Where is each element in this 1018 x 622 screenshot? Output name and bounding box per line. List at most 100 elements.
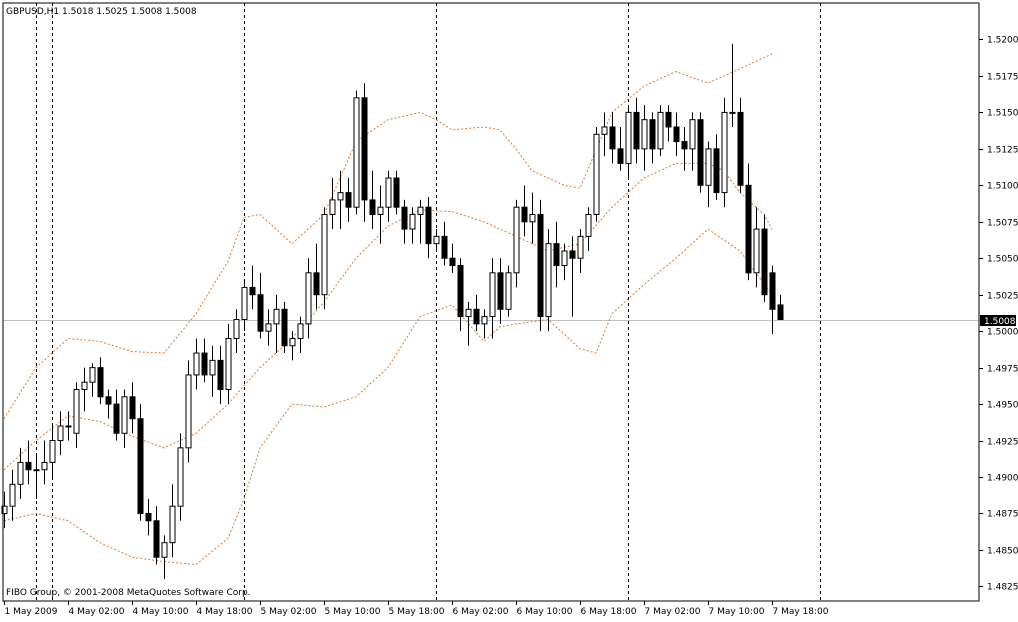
candle-body-bull (73, 389, 80, 434)
candle-body-bull (625, 111, 632, 164)
candle-body-bull (233, 319, 240, 339)
candle (193, 338, 200, 390)
candle-body-bull (41, 461, 48, 471)
candle (649, 112, 656, 164)
candle-body-bull (353, 97, 360, 208)
price-tick-label: 1.5200 (987, 36, 1018, 46)
candle-body-bull (225, 337, 232, 391)
candle (481, 309, 488, 339)
candle (737, 97, 744, 193)
candle (329, 178, 336, 230)
candle-body-bear (649, 119, 656, 150)
candle (561, 243, 568, 281)
candle (537, 199, 544, 332)
candle-body-bull (65, 425, 72, 428)
time-tick-label: 5 May 02:00 (261, 607, 317, 617)
time-tick-label: 4 May 10:00 (133, 607, 189, 617)
candle (697, 112, 704, 193)
time-tick-label: 7 May 18:00 (773, 607, 829, 617)
candle-body-bear (473, 308, 480, 325)
candle-body-bull (209, 359, 216, 376)
candle-body-bull (265, 323, 272, 332)
candle-body-bear (665, 111, 672, 128)
candle (305, 258, 312, 339)
candle-body-bull (49, 440, 56, 463)
candle-body-bull (529, 213, 536, 223)
symbol-header: GBPUSD,H1 1.5018 1.5025 1.5008 1.5008 (6, 7, 197, 17)
candle (321, 207, 328, 310)
candle-body-bull (489, 272, 496, 318)
candle (617, 126, 624, 171)
candle (233, 309, 240, 354)
candle (257, 272, 264, 339)
candle (401, 199, 408, 244)
candle (777, 294, 784, 321)
candle-body-bear (369, 199, 376, 215)
candle (121, 389, 128, 448)
candle-body-bull (505, 272, 512, 310)
candle-body-bear (777, 304, 784, 321)
candle-body-bull (1, 505, 8, 514)
price-tick-label: 1.4900 (987, 474, 1018, 484)
candle-body-bear (281, 308, 288, 347)
candle (609, 112, 616, 164)
candle-body-bull (417, 206, 424, 215)
candle (161, 535, 168, 580)
candle (569, 236, 576, 317)
candle-body-bull (705, 148, 712, 186)
candle-body-bear (745, 184, 752, 274)
price-tick-label: 1.4825 (987, 583, 1018, 593)
candle (297, 316, 304, 354)
candle-body-bear (105, 396, 112, 405)
candle (185, 360, 192, 463)
candle-body-bear (737, 111, 744, 186)
price-tick-label: 1.5150 (987, 109, 1018, 119)
candle-body-bear (313, 272, 320, 296)
candle (369, 170, 376, 230)
candle (505, 265, 512, 317)
candle (81, 367, 88, 412)
candle (313, 243, 320, 310)
candle (281, 302, 288, 354)
candle-body-bull (721, 111, 728, 194)
candle-body-bear (201, 352, 208, 376)
candle-body-bear (345, 192, 352, 208)
candle-body-bull (545, 243, 552, 318)
candle-body-bull (297, 323, 304, 339)
candle (441, 221, 448, 266)
candle (681, 126, 688, 171)
candle-body-bull (17, 461, 24, 485)
candle-body-bear (521, 206, 528, 223)
time-tick-label: 6 May 18:00 (581, 607, 637, 617)
candle (361, 83, 368, 222)
candle (73, 382, 80, 448)
candle-body-bull (513, 206, 520, 274)
candle (457, 258, 464, 332)
candle (769, 265, 776, 335)
candle (1, 491, 8, 529)
candle-body-bull (385, 177, 392, 208)
time-tick-label: 4 May 18:00 (197, 607, 253, 617)
price-tick-label: 1.4850 (987, 547, 1018, 557)
candle (489, 258, 496, 339)
candle (425, 196, 432, 259)
candle (337, 170, 344, 230)
candle (545, 229, 552, 332)
period-separators (36, 3, 821, 601)
candle (105, 389, 112, 419)
candle-body-bear (673, 126, 680, 143)
candle-body-bear (153, 520, 160, 558)
candle (449, 243, 456, 273)
candle (433, 229, 440, 251)
time-axis: 1 May 2009 4 May 02:00 4 May 10:00 4 May 18… (4, 601, 829, 617)
price-tick-label: 1.4950 (987, 401, 1018, 411)
candle-body-bear (393, 177, 400, 208)
price-tick-label: 1.5050 (987, 255, 1018, 265)
candle (25, 440, 32, 485)
current-price-label: 1.5008 (984, 317, 1016, 327)
candle-body-bear (25, 461, 32, 471)
candle-body-bull (9, 483, 16, 507)
candle (417, 199, 424, 244)
